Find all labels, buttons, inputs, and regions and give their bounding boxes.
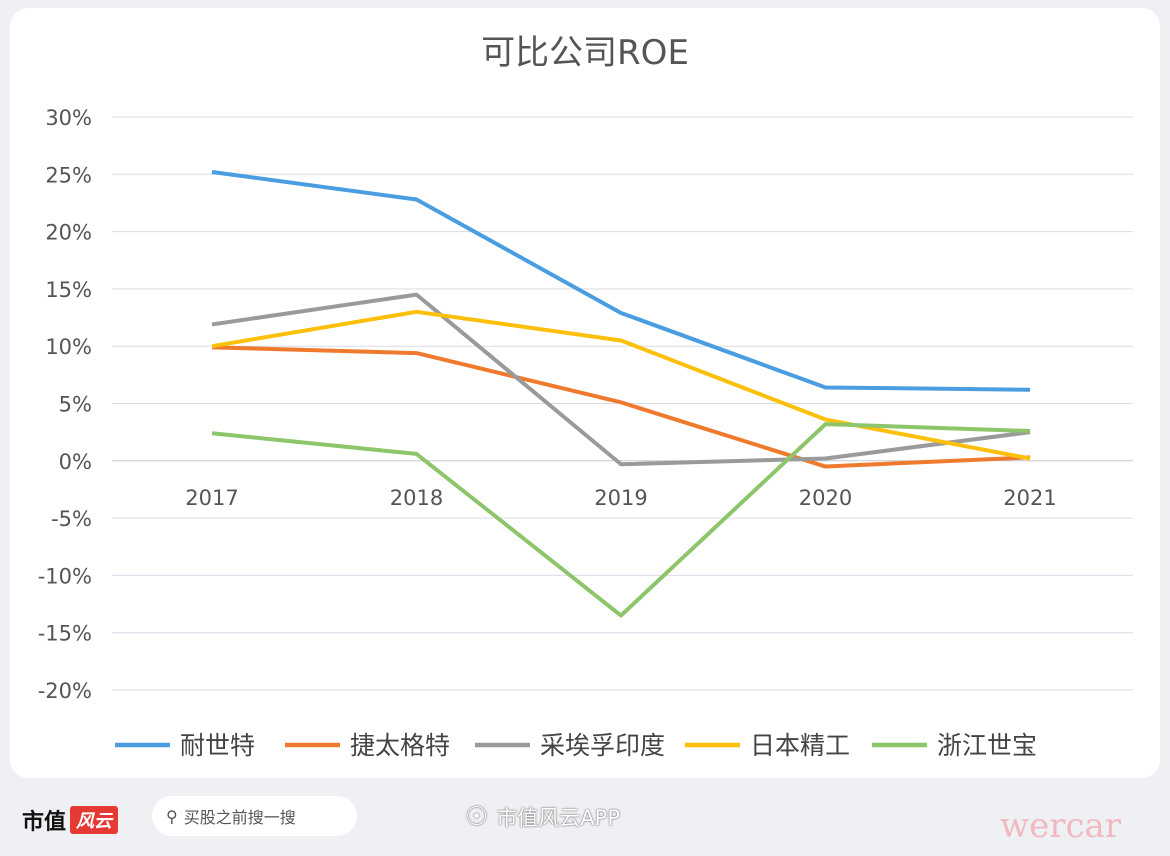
legend-label: 捷太格特 — [350, 731, 450, 760]
series-line — [211, 422, 1031, 618]
weibo-label: 市值风云APP — [496, 806, 621, 830]
legend-label: 采埃孚印度 — [540, 731, 665, 760]
y-tick-label: -10% — [38, 564, 92, 588]
y-tick-label: 20% — [45, 221, 92, 245]
series-line — [211, 309, 1031, 461]
x-tick-label: 2019 — [594, 486, 647, 510]
x-tick-label: 2020 — [799, 486, 852, 510]
legend-label: 日本精工 — [750, 731, 850, 760]
legend-label: 耐世特 — [180, 731, 255, 760]
footer: 市值 风云 ⚲ 买股之前搜一搜 ☉ 市值风云APP wercar — [0, 780, 1170, 856]
series-line — [211, 345, 1031, 469]
brand-logo: 市值 风云 — [22, 804, 119, 836]
y-tick-label: 30% — [45, 106, 92, 130]
chart-title: 可比公司ROE — [481, 33, 689, 73]
series-line — [211, 292, 1031, 467]
y-tick-label: -20% — [38, 679, 92, 703]
watermark-text: wercar — [1000, 806, 1122, 846]
x-tick-label: 2017 — [185, 486, 238, 510]
weibo-icon: ☉ — [465, 802, 489, 832]
y-tick-label: 5% — [59, 393, 92, 417]
search-icon: ⚲ — [166, 806, 178, 826]
weibo-watermark: ☉ 市值风云APP — [465, 802, 620, 832]
search-placeholder: 买股之前搜一搜 — [183, 808, 296, 827]
series-line — [211, 170, 1031, 392]
x-tick-label: 2018 — [390, 486, 443, 510]
x-tick-label: 2021 — [1003, 486, 1056, 510]
search-box[interactable]: ⚲ 买股之前搜一搜 — [152, 796, 357, 836]
y-tick-label: 0% — [59, 450, 92, 474]
brand-text: 市值 — [22, 810, 67, 835]
y-tick-label: 25% — [45, 163, 92, 187]
y-tick-label: -15% — [38, 622, 92, 646]
y-tick-label: 10% — [45, 335, 92, 359]
legend-label: 浙江世宝 — [937, 731, 1037, 760]
brand-logo-badge: 风云 — [70, 806, 119, 834]
y-tick-label: 15% — [45, 278, 92, 302]
line-chart: 可比公司ROE 30% 25% 20% 15% 10% 5% 0% -5% -10% -15% -20… — [38, 33, 1133, 760]
y-tick-label: -5% — [51, 507, 92, 531]
